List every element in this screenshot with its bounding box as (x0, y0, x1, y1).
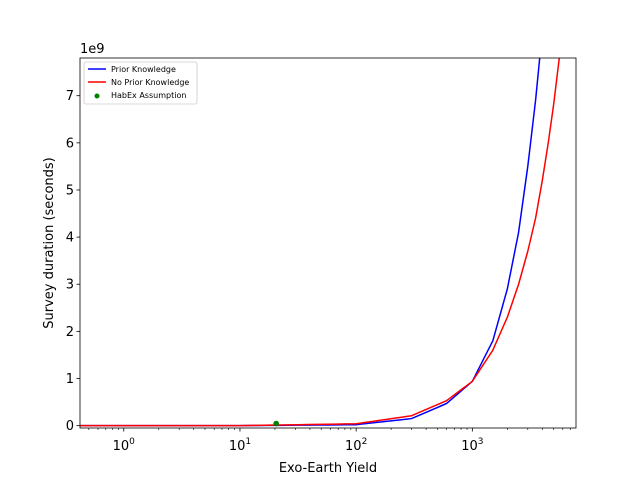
x-tick-label: 103 (461, 437, 483, 454)
x-tick-label: 101 (229, 437, 251, 454)
y-tick-label: 5 (66, 183, 74, 198)
legend-label: No Prior Knowledge (111, 78, 189, 87)
x-axis-label: Exo-Earth Yield (279, 461, 377, 476)
legend-label: Prior Knowledge (111, 65, 176, 74)
x-tick-label: 100 (113, 437, 136, 454)
x-tick-label: 102 (345, 437, 367, 454)
y-tick-label: 2 (66, 325, 74, 340)
series-line-1 (80, 58, 561, 427)
x-axis: 100 101 102 103 (88, 428, 571, 454)
legend-marker-handle (94, 93, 100, 99)
scatter-layer (273, 420, 279, 427)
scatter-point (273, 420, 279, 427)
y-tick-label: 7 (66, 89, 74, 104)
series-layer (80, 58, 561, 427)
y-tick-label: 6 (66, 136, 74, 151)
y-axis: 0 1 2 3 4 5 6 7 (66, 89, 80, 434)
y-tick-label: 4 (66, 231, 74, 246)
legend-label: HabEx Assumption (111, 91, 186, 100)
y-tick-label: 0 (66, 419, 74, 434)
y-tick-label: 3 (66, 278, 74, 293)
legend-box (83, 61, 198, 105)
plot-frame (79, 57, 577, 429)
y-tick-label: 1 (66, 372, 74, 387)
y-axis-label: Survey duration (seconds) (42, 157, 57, 328)
y-offset-label: 1e9 (80, 42, 105, 57)
legend: Prior Knowledge No Prior Knowledge HabEx A… (83, 61, 198, 105)
